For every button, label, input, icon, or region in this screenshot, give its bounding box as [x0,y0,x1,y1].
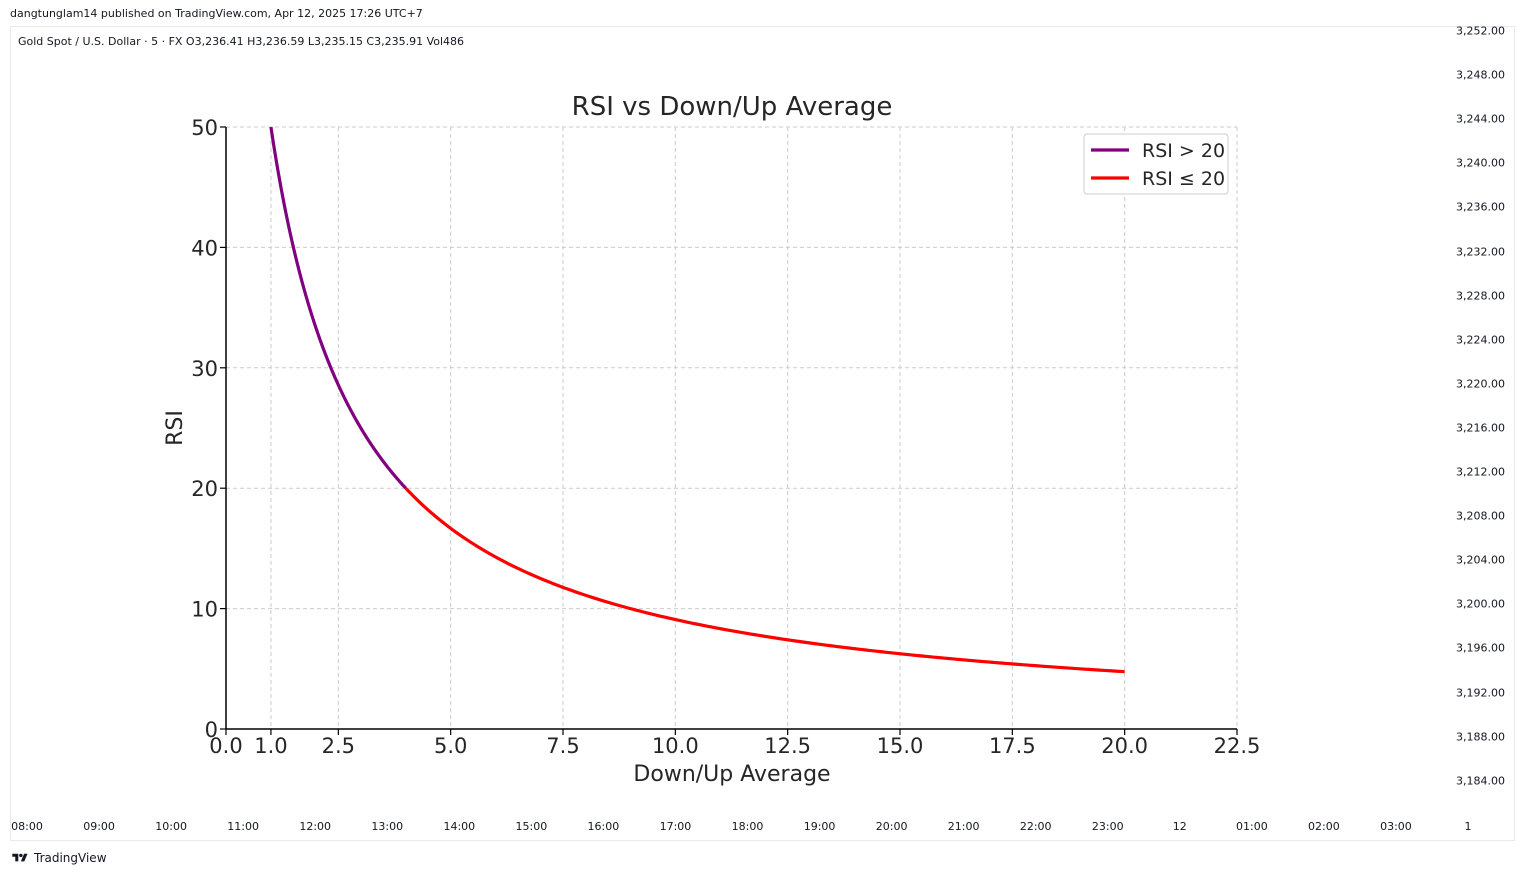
price-axis-label: 3,196.00 [1456,641,1505,655]
x-tick-label: 5.0 [434,734,467,758]
price-axis-label: 3,248.00 [1456,68,1505,82]
time-axis-label: 13:00 [371,820,404,833]
x-axis-label: Down/Up Average [633,762,830,787]
y-tick-label: 30 [191,357,218,381]
series-line-rsi-above-20 [269,126,407,490]
time-axis-label: 12:00 [299,820,332,833]
y-axis-label: RSI [163,410,188,446]
x-tick-label: 17.5 [989,734,1036,758]
y-tick-label: 50 [191,116,218,140]
price-axis-label: 3,208.00 [1456,509,1505,523]
time-axis-label: 15:00 [515,820,548,833]
y-tick-label: 40 [191,236,218,260]
time-axis-label: 18:00 [731,820,764,833]
price-axis-label: 3,236.00 [1456,200,1505,214]
time-axis-label: 16:00 [587,820,620,833]
time-axis-label: 12 [1172,820,1187,833]
price-axis-label: 3,200.00 [1456,597,1505,611]
x-tick-label: 2.5 [322,734,355,758]
x-tick-label: 10.0 [652,734,699,758]
y-tick-label: 20 [191,477,218,501]
chart-frame [10,26,1515,841]
chart-title: RSI vs Down/Up Average [572,92,893,122]
x-tick-label: 0.0 [209,734,242,758]
x-tick-label: 22.5 [1214,734,1261,758]
x-tick-label: 12.5 [764,734,811,758]
price-axis[interactable]: 3,252.00 3,248.00 3,244.00 3,240.00 3,236.00… [1440,0,1525,876]
x-tick-label: 20.0 [1101,734,1148,758]
price-axis-label: 3,188.00 [1456,730,1505,744]
x-tick-label: 7.5 [546,734,579,758]
tradingview-brand[interactable]: TradingView [10,851,107,865]
price-axis-label: 3,184.00 [1456,774,1505,788]
time-axis-label: 23:00 [1091,820,1124,833]
chart-ticks: 0.0 1.0 2.5 5.0 7.5 10.0 12.5 15.0 17.5 20.0 22.5 0… [191,116,1260,758]
series-line-rsi-below-20 [404,487,1125,674]
price-axis-label: 3,216.00 [1456,421,1505,435]
price-axis-label: 3,228.00 [1456,289,1505,303]
price-axis-label: 3,240.00 [1456,156,1505,170]
chart-series [269,126,1125,674]
price-axis-label: 3,232.00 [1456,245,1505,258]
symbol-info: Gold Spot / U.S. Dollar · 5 · FX O3,236.… [18,35,465,48]
price-axis-label: 3,192.00 [1456,686,1505,699]
x-tick-label: 1.0 [254,734,287,758]
price-axis-label: 3,252.00 [1456,24,1505,38]
tradingview-logo-icon [12,853,28,862]
chart-axes [225,127,1237,730]
price-axis-label: 3,220.00 [1456,377,1505,391]
time-axis-label: 22:00 [1019,820,1052,833]
time-axis-label: 19:00 [803,820,836,833]
publish-info: dangtunglam14 published on TradingView.c… [10,7,423,20]
price-axis-label: 3,212.00 [1456,465,1505,479]
time-axis-label: 10:00 [155,820,187,833]
legend-label: RSI ≤ 20 [1142,168,1225,190]
rsi-chart: 0.0 1.0 2.5 5.0 7.5 10.0 12.5 15.0 17.5 20.0 22.5 0… [163,92,1260,787]
y-tick-label: 10 [191,598,218,622]
time-axis-label: 21:00 [947,820,980,833]
price-axis-label: 3,244.00 [1456,112,1505,126]
price-axis-label: 3,204.00 [1456,553,1505,567]
chart-grid [225,126,1238,730]
y-tick-label: 0 [205,718,218,742]
x-tick-label: 15.0 [877,734,924,758]
chart-legend: RSI > 20 RSI ≤ 20 [1083,133,1229,195]
time-axis-label: 01:00 [1235,820,1268,833]
time-axis-label: 03:00 [1380,820,1412,833]
time-axis-label: 09:00 [83,820,115,833]
time-axis-label: 02:00 [1308,820,1340,833]
legend-label: RSI > 20 [1142,140,1225,162]
price-axis-label: 3,224.00 [1456,333,1505,347]
brand-name: TradingView [34,851,107,865]
time-axis-label: 20:00 [875,820,908,833]
time-axis-label: 08:00 [11,820,43,833]
time-axis-label: 11:00 [227,820,259,833]
time-axis-label: 14:00 [443,820,476,833]
time-axis-label: 1 [1464,820,1472,833]
time-axis-label: 17:00 [659,820,692,833]
